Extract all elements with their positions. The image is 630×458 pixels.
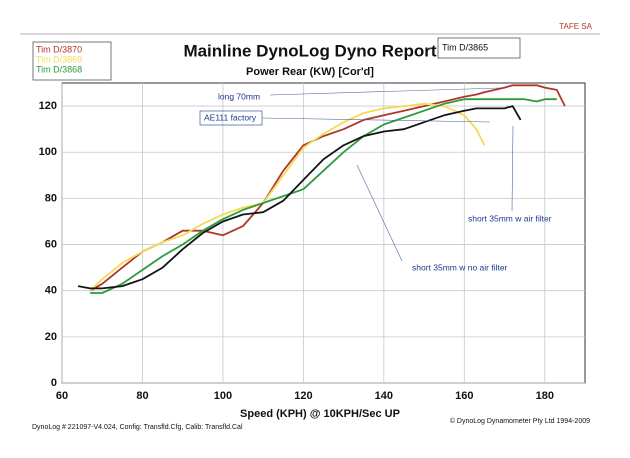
y-tick-label: 40 [45, 285, 57, 297]
annotation-arrow [511, 125, 514, 212]
annotation: long 70mm [218, 91, 260, 101]
x-tick-label: 80 [136, 390, 148, 402]
x-tick-label: 140 [375, 390, 393, 402]
y-tick-label: 80 [45, 192, 57, 204]
annotation-arrow [356, 164, 403, 262]
legend-label: Tim D/3869 [36, 54, 82, 64]
annotation-arrow [269, 87, 501, 96]
y-tick-label: 20 [45, 331, 57, 343]
annotation: short 35mm w no air filter [412, 262, 508, 272]
legend-label: Tim D/3870 [36, 44, 82, 54]
legend-box [32, 41, 112, 81]
footer-left: DynoLog # 221097-V4.024, Config: Transfl… [32, 424, 243, 431]
series-line [89, 84, 566, 292]
x-tick-label: 120 [294, 390, 312, 402]
x-tick-label: 100 [214, 390, 232, 402]
series-line [89, 102, 486, 292]
y-tick-label: 60 [45, 238, 57, 250]
chart-subtitle: Power Rear (KW) [Cor'd] [246, 66, 374, 78]
y-tick-label: 100 [39, 146, 57, 158]
series-line [77, 105, 522, 290]
legend-label: Tim D/3865 [442, 42, 488, 52]
x-tick-label: 160 [455, 390, 473, 402]
x-axis-label: Speed (KPH) @ 10KPH/Sec UP [240, 408, 400, 420]
legend-label: Tim D/3868 [36, 64, 82, 74]
header: TAFE SA [559, 22, 592, 31]
annotation-arrow [261, 117, 491, 123]
y-tick-label: 0 [51, 377, 57, 389]
x-tick-label: 180 [536, 390, 554, 402]
annotation: AE111 factory [204, 112, 257, 122]
chart-title: Mainline DynoLog Dyno Report [183, 41, 436, 60]
x-tick-label: 60 [56, 390, 68, 402]
y-tick-label: 120 [39, 100, 57, 112]
footer-right: © DynoLog Dynamometer Pty Ltd 1994-2009 [450, 417, 590, 425]
annotation: short 35mm w air filter [468, 213, 552, 223]
legend-box [437, 37, 521, 59]
